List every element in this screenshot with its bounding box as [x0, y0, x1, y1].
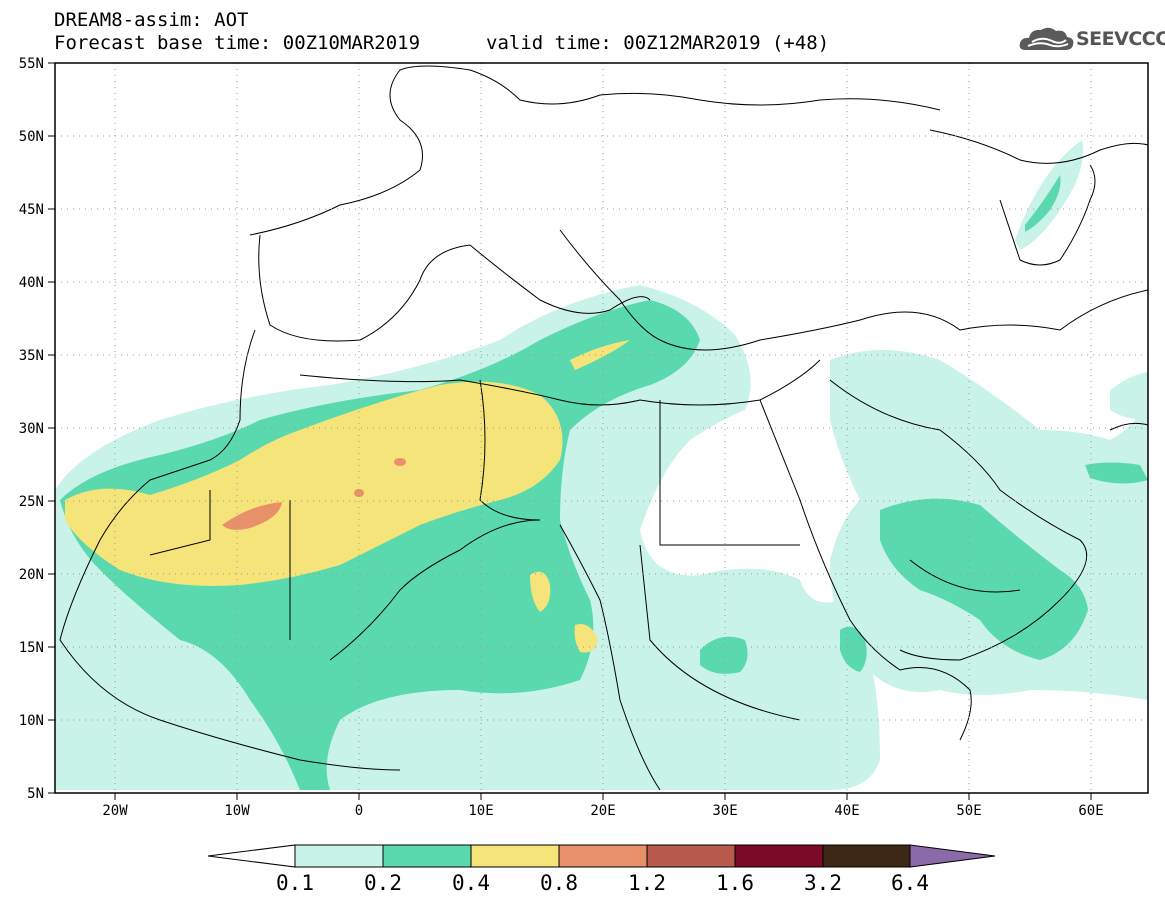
colorbar-segment — [470, 844, 560, 868]
colorbar-label: 0.4 — [452, 871, 490, 895]
lon-label: 30E — [712, 803, 737, 819]
logo-text: SEEVCCC — [1076, 28, 1165, 50]
lon-label: 60E — [1078, 803, 1103, 819]
lat-label: 10N — [19, 713, 44, 729]
lon-label: 40E — [834, 803, 859, 819]
lon-label: 10E — [468, 803, 493, 819]
colorbar-segment-under — [207, 844, 296, 868]
latitude-labels: 55N 50N 45N 40N 35N 30N 25N 20N 15N 10N … — [19, 56, 44, 802]
colorbar — [207, 844, 996, 868]
forecast-base-time: Forecast base time: 00Z10MAR2019 — [54, 32, 421, 54]
lon-label: 20E — [590, 803, 615, 819]
colorbar-label: 0.2 — [364, 871, 402, 895]
lat-label: 15N — [19, 640, 44, 656]
lat-label: 30N — [19, 421, 44, 437]
colorbar-label: 1.6 — [716, 871, 754, 895]
colorbar-label: 1.2 — [628, 871, 666, 895]
colorbar-segment — [646, 844, 736, 868]
lat-label: 45N — [19, 202, 44, 218]
valid-time: valid time: 00Z12MAR2019 (+48) — [486, 32, 830, 54]
colorbar-segment — [294, 844, 384, 868]
lat-label: 35N — [19, 348, 44, 364]
colorbar-label: 6.4 — [891, 871, 929, 895]
longitude-labels: 20W 10W 0 10E 20E 30E 40E 50E 60E — [102, 803, 1103, 819]
colorbar-label: 0.1 — [276, 871, 314, 895]
map-title: DREAM8-assim: AOT — [54, 9, 249, 31]
cloud-logo-icon — [1019, 27, 1074, 50]
lon-label: 20W — [102, 803, 128, 819]
lat-label: 20N — [19, 567, 44, 583]
lat-label: 40N — [19, 275, 44, 291]
lat-label: 25N — [19, 494, 44, 510]
lon-label: 0 — [355, 803, 363, 819]
colorbar-segment-over — [909, 844, 996, 868]
colorbar-segment — [558, 844, 648, 868]
axis-ticks — [48, 62, 1092, 800]
coastlines — [59, 65, 1149, 791]
aot-shading — [55, 140, 1148, 790]
colorbar-segment — [734, 844, 824, 868]
colorbar-segment — [822, 844, 911, 868]
lat-label: 5N — [27, 786, 44, 802]
colorbar-label: 0.8 — [540, 871, 578, 895]
lat-label: 50N — [19, 129, 44, 145]
colorbar-label: 3.2 — [804, 871, 842, 895]
grid-lines — [55, 63, 1148, 793]
colorbar-segment — [382, 844, 472, 868]
lon-label: 50E — [956, 803, 981, 819]
lon-label: 10W — [224, 803, 250, 819]
lat-label: 55N — [19, 56, 44, 72]
